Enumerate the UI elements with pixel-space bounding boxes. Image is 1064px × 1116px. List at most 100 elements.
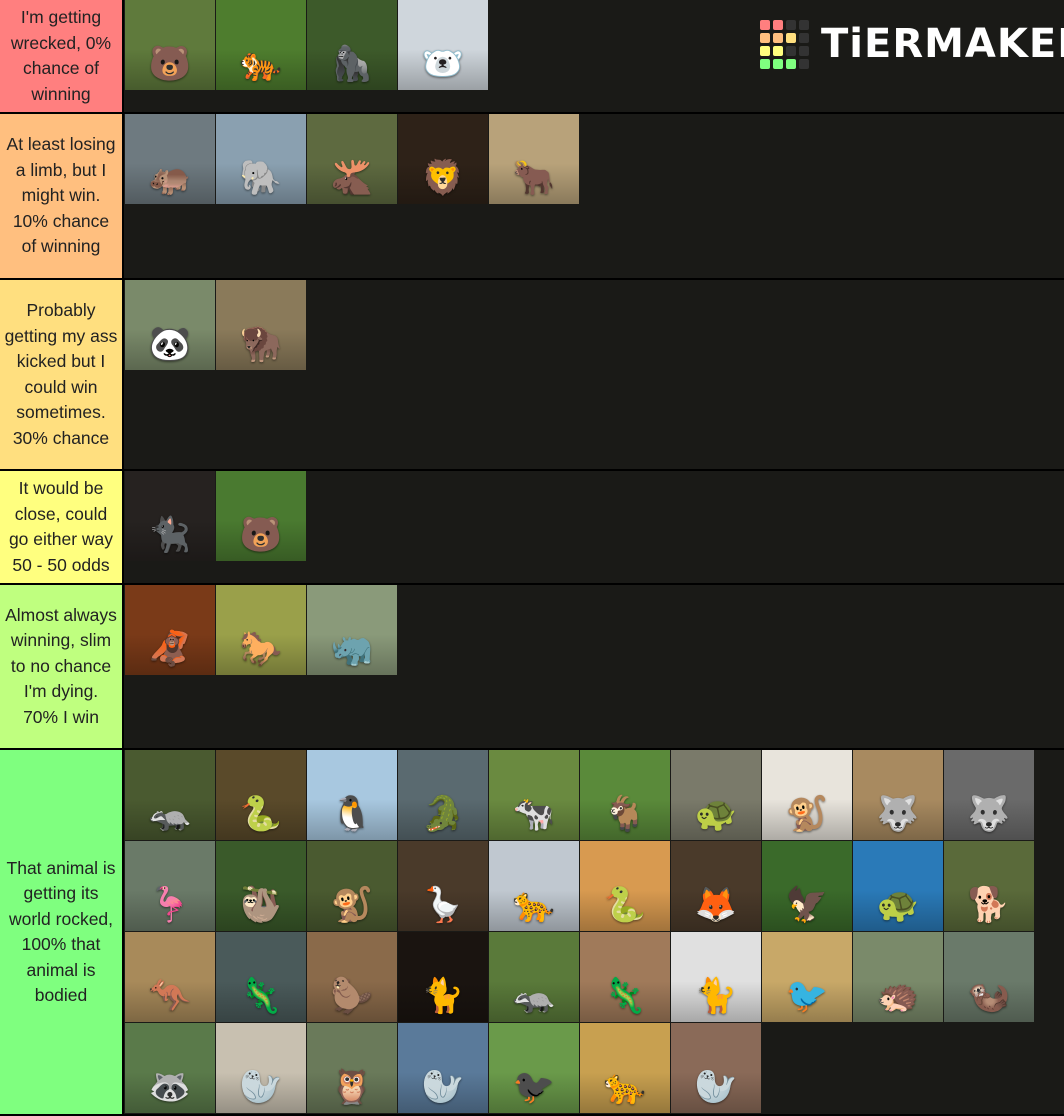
monkey-image[interactable]: 🐒 (762, 750, 852, 840)
tier-items[interactable]: 🦧 🐎 🦏 (125, 585, 1064, 748)
wolverine-icon: 🦡 (512, 976, 556, 1016)
flamingo-image[interactable]: 🦩 (125, 841, 215, 931)
owl-image[interactable]: 🦉 (307, 1023, 397, 1113)
goat-image[interactable]: 🐐 (580, 750, 670, 840)
tiger-image[interactable]: 🐅 (216, 0, 306, 90)
alligator-icon: 🐊 (421, 794, 465, 834)
tier-row: Almost always winning, slim to no chance… (0, 585, 1064, 750)
cassowary-image[interactable]: 🐦‍⬛ (489, 1023, 579, 1113)
rhino-icon: 🦏 (330, 629, 374, 669)
wolf-image[interactable]: 🐺 (944, 750, 1034, 840)
rhino-image[interactable]: 🦏 (307, 585, 397, 675)
moose-image[interactable]: 🫎 (307, 114, 397, 204)
sea-turtle-icon: 🐢 (876, 885, 920, 925)
tier-label[interactable]: Probably getting my ass kicked but I cou… (0, 280, 124, 469)
sloth-icon: 🦥 (239, 885, 283, 925)
cow-image[interactable]: 🐄 (489, 750, 579, 840)
ostrich-image[interactable]: 🐦 (762, 932, 852, 1022)
lynx-image[interactable]: 🐈 (671, 932, 761, 1022)
tiger-icon: 🐅 (239, 44, 283, 84)
otter-image[interactable]: 🦦 (944, 932, 1034, 1022)
platypus-image[interactable]: 🦫 (307, 932, 397, 1022)
logo-grid-cell (760, 45, 770, 56)
maine-coon-image[interactable]: 🐈 (398, 932, 488, 1022)
kangaroo-image[interactable]: 🦘 (125, 932, 215, 1022)
bull-image[interactable]: 🐂 (489, 114, 579, 204)
cassowary-icon: 🐦‍⬛ (512, 1067, 556, 1107)
tier-label[interactable]: Almost always winning, slim to no chance… (0, 585, 124, 748)
owl-icon: 🦉 (330, 1067, 374, 1107)
wolverine-image[interactable]: 🦡 (489, 932, 579, 1022)
black-panther-image[interactable]: 🐈‍⬛ (125, 471, 215, 561)
penguin-image[interactable]: 🐧 (307, 750, 397, 840)
badger-image[interactable]: 🦡 (125, 750, 215, 840)
german-shepherd-image[interactable]: 🐕 (944, 841, 1034, 931)
black-panther-icon: 🐈‍⬛ (148, 515, 192, 555)
moose-icon: 🫎 (330, 158, 374, 198)
tier-label[interactable]: At least losing a limb, but I might win.… (0, 114, 124, 278)
komodo-dragon-image[interactable]: 🦎 (216, 932, 306, 1022)
bison-icon: 🦬 (239, 324, 283, 364)
panda-image[interactable]: 🐼 (125, 280, 215, 370)
snapping-turtle-image[interactable]: 🐢 (671, 750, 761, 840)
sloth-image[interactable]: 🦥 (216, 841, 306, 931)
raccoon-image[interactable]: 🦝 (125, 1023, 215, 1113)
tier-items[interactable]: 🐼 🦬 (125, 280, 1064, 469)
porcupine-image[interactable]: 🦔 (853, 932, 943, 1022)
hippo-image[interactable]: 🦛 (125, 114, 215, 204)
gorilla-image[interactable]: 🦍 (307, 0, 397, 90)
fox-image[interactable]: 🦊 (671, 841, 761, 931)
tier-row: I'm getting wrecked, 0% chance of winnin… (0, 0, 1064, 114)
walrus-image[interactable]: 🦭 (671, 1023, 761, 1113)
orangutan-image[interactable]: 🦧 (125, 585, 215, 675)
cheetah-image[interactable]: 🐆 (580, 1023, 670, 1113)
tier-label[interactable]: It would be close, could go either way 5… (0, 471, 124, 583)
elephant-image[interactable]: 🐘 (216, 114, 306, 204)
tier-items[interactable]: 🦛 🐘 🫎 🦁 🐂 (125, 114, 1064, 278)
snow-leopard-image[interactable]: 🐆 (489, 841, 579, 931)
lion-image[interactable]: 🦁 (398, 114, 488, 204)
gila-monster-image[interactable]: 🦎 (580, 932, 670, 1022)
kangaroo-icon: 🦘 (148, 976, 192, 1016)
alligator-image[interactable]: 🐊 (398, 750, 488, 840)
panda-icon: 🐼 (148, 324, 192, 364)
polar-bear-icon: 🐻‍❄️ (421, 44, 465, 84)
lynx-icon: 🐈 (694, 976, 738, 1016)
wolf-icon: 🐺 (967, 794, 1011, 834)
tier-label[interactable]: That animal is getting its world rocked,… (0, 750, 124, 1114)
chimpanzee-icon: 🐒 (330, 885, 374, 925)
black-bear-image[interactable]: 🐻 (216, 471, 306, 561)
cobra-image[interactable]: 🐍 (580, 841, 670, 931)
elephant-seal-image[interactable]: 🦭 (398, 1023, 488, 1113)
chimpanzee-image[interactable]: 🐒 (307, 841, 397, 931)
platypus-icon: 🦫 (330, 976, 374, 1016)
seal-image[interactable]: 🦭 (216, 1023, 306, 1113)
porcupine-icon: 🦔 (876, 976, 920, 1016)
tier-items[interactable]: 🐈‍⬛ 🐻 (125, 471, 1064, 583)
monkey-icon: 🐒 (785, 794, 829, 834)
anaconda-image[interactable]: 🐍 (216, 750, 306, 840)
logo-grid-cell (799, 32, 809, 43)
walrus-icon: 🦭 (694, 1067, 738, 1107)
logo-grid-cell (786, 58, 796, 69)
horse-image[interactable]: 🐎 (216, 585, 306, 675)
gorilla-icon: 🦍 (330, 44, 374, 84)
maine-coon-icon: 🐈 (421, 976, 465, 1016)
tier-row: At least losing a limb, but I might win.… (0, 114, 1064, 280)
komodo-dragon-icon: 🦎 (239, 976, 283, 1016)
goose-image[interactable]: 🪿 (398, 841, 488, 931)
bald-eagle-image[interactable]: 🦅 (762, 841, 852, 931)
hyena-image[interactable]: 🐺 (853, 750, 943, 840)
logo-grid-cell (786, 19, 796, 30)
brown-bear-image[interactable]: 🐻 (125, 0, 215, 90)
otter-icon: 🦦 (967, 976, 1011, 1016)
tier-items[interactable]: 🐻 🐅 🦍 🐻‍❄️ (125, 0, 1064, 112)
polar-bear-image[interactable]: 🐻‍❄️ (398, 0, 488, 90)
tier-label[interactable]: I'm getting wrecked, 0% chance of winnin… (0, 0, 124, 112)
bison-image[interactable]: 🦬 (216, 280, 306, 370)
sea-turtle-image[interactable]: 🐢 (853, 841, 943, 931)
horse-icon: 🐎 (239, 629, 283, 669)
tier-items[interactable]: 🦡 🐍 🐧 🐊 🐄 🐐 🐢 🐒 🐺 🐺 🦩 🦥 🐒 🪿 🐆 🐍 🦊 🦅 🐢 🐕 🦘 🦎 🦫 🐈 🦡 🦎 🐈 🐦 🦔 🦦 🦝 🦭 🦉 🦭 🐦‍⬛ 🐆 🦭 (125, 750, 1064, 1114)
snow-leopard-icon: 🐆 (512, 885, 556, 925)
german-shepherd-icon: 🐕 (967, 885, 1011, 925)
